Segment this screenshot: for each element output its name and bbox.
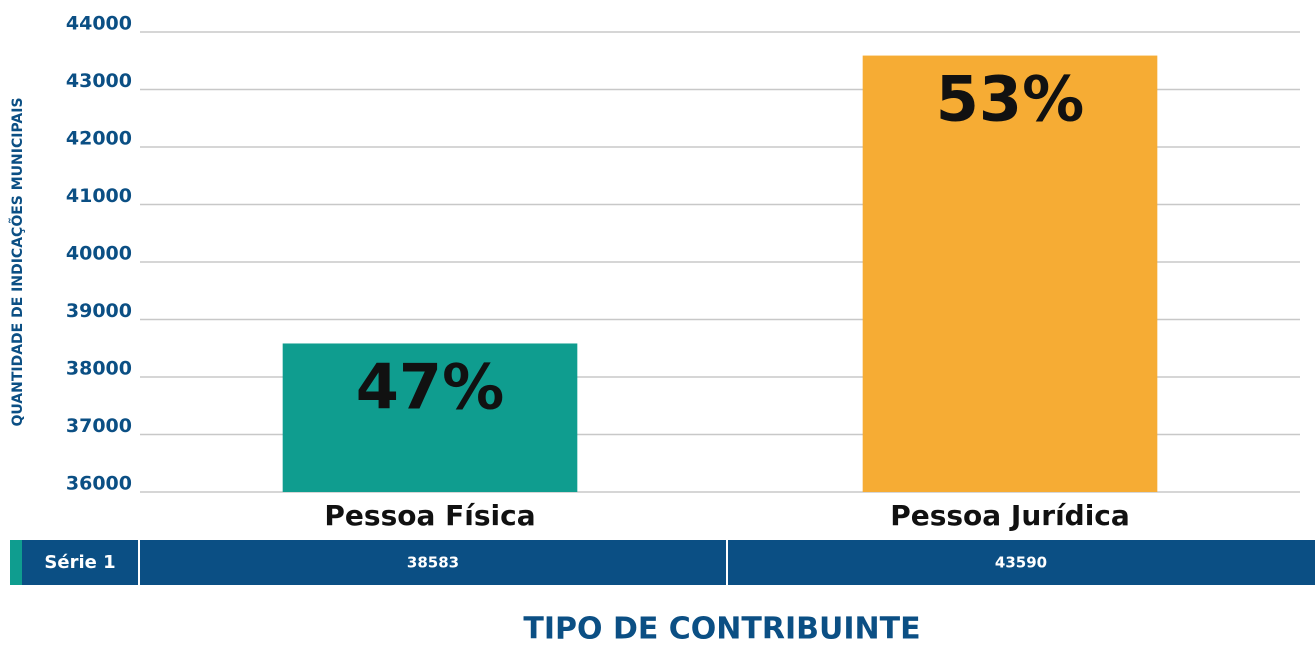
bar-annotation: 53% (936, 63, 1084, 136)
y-axis-label: QUANTIDADE DE INDICAÇÕES MUNICIPAIS (8, 97, 26, 426)
y-tick-label: 40000 (66, 243, 132, 265)
x-axis-label: TIPO DE CONTRIBUINTE (523, 612, 920, 647)
legend-key (10, 540, 22, 585)
bar (282, 343, 578, 492)
data-table-value: 43590 (995, 554, 1047, 572)
y-tick-label: 37000 (66, 415, 132, 437)
x-tick-label: Pessoa Física (324, 499, 535, 532)
y-tick-label: 36000 (66, 473, 132, 495)
data-table-value: 38583 (407, 554, 459, 572)
data-table-series-name: Série 1 (44, 552, 115, 573)
data-table-band (10, 540, 1315, 585)
y-tick-label: 42000 (66, 128, 132, 150)
x-tick-label: Pessoa Jurídica (890, 499, 1130, 532)
y-tick-label: 39000 (66, 300, 132, 322)
y-tick-label: 44000 (66, 13, 132, 35)
bar-annotation: 47% (356, 351, 504, 424)
bar (862, 55, 1158, 492)
y-tick-label: 38000 (66, 358, 132, 380)
y-tick-label: 41000 (66, 185, 132, 207)
y-tick-label: 43000 (66, 70, 132, 92)
